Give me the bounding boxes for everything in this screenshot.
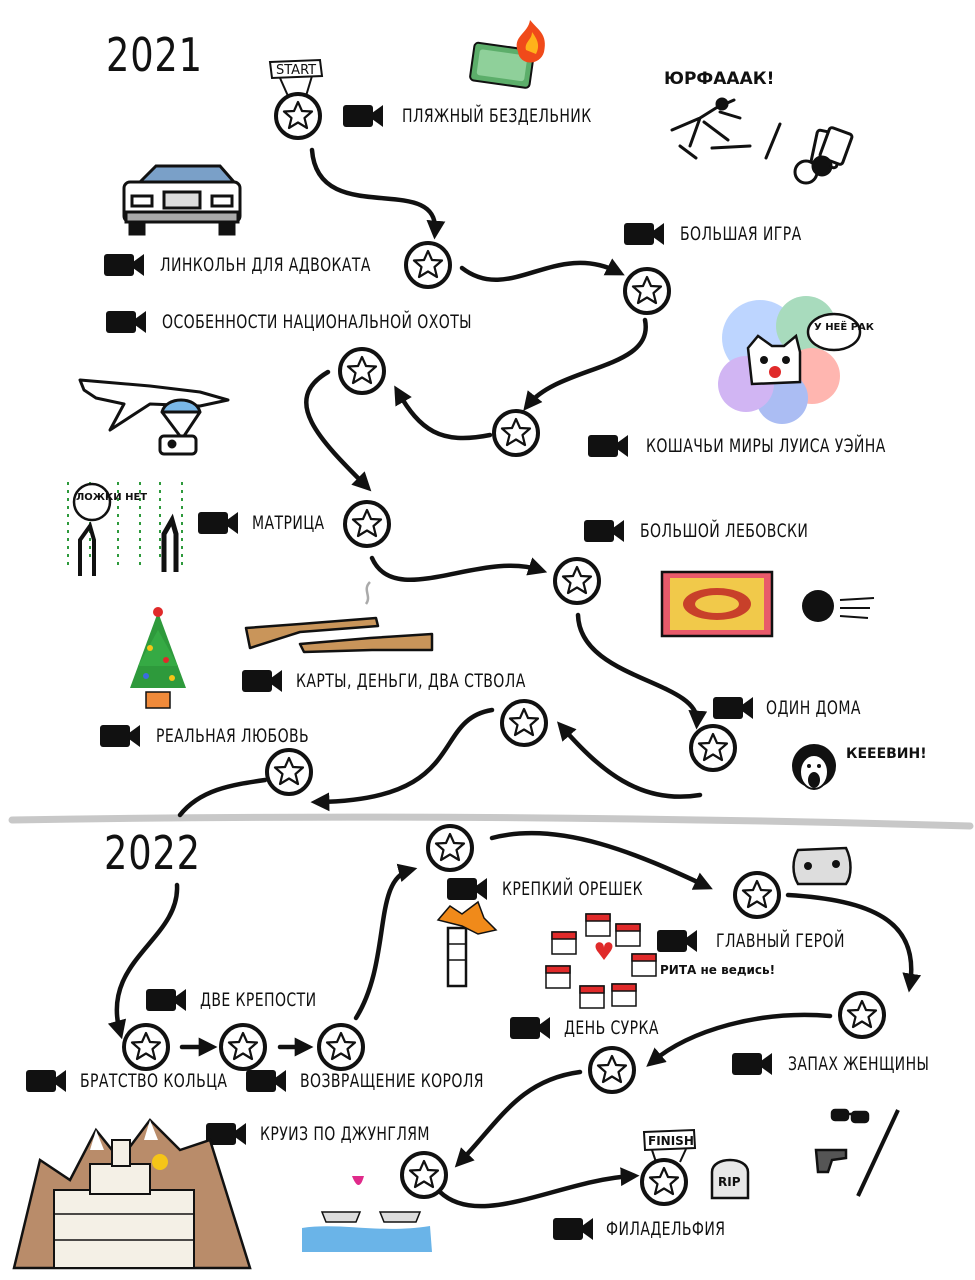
kevin-face-icon bbox=[792, 744, 836, 790]
shotguns-icon bbox=[244, 581, 434, 654]
cat-bubble-text: У НЕЁ РАК bbox=[814, 319, 875, 333]
movie-title: ВОЗВРАЩЕНИЕ КОРОЛЯ bbox=[300, 1070, 484, 1092]
kevin-text: КЕЕЕВИН! bbox=[846, 746, 927, 762]
movie-title: БРАТСТВО КОЛЬЦА bbox=[80, 1070, 228, 1092]
matrix-bubble-text: ЛОЖКИ НЕТ bbox=[76, 492, 147, 503]
node-lock-stock bbox=[500, 699, 548, 747]
movie-title: РЕАЛЬНАЯ ЛЮБОВЬ bbox=[156, 725, 310, 747]
movie-title: ДВЕ КРЕПОСТИ bbox=[200, 989, 317, 1011]
gamepad-icon bbox=[792, 846, 852, 886]
groundhog-calendar-loop-icon bbox=[545, 913, 657, 1009]
boats-river-icon bbox=[302, 1176, 432, 1252]
node-two-towers bbox=[219, 1023, 267, 1071]
matrix-scene-icon: ЛОЖКИ НЕТ bbox=[67, 482, 183, 576]
tower-explosion-icon bbox=[436, 900, 498, 988]
node-lebowski bbox=[553, 557, 601, 605]
finish-banner: FINISH bbox=[642, 1128, 697, 1163]
movie-title: ОДИН ДОМА bbox=[766, 697, 861, 719]
node-free-guy bbox=[733, 871, 781, 919]
jet-and-cow-icon bbox=[78, 378, 230, 456]
christmas-tree-icon bbox=[130, 607, 186, 709]
finish-text: FINISH bbox=[648, 1134, 694, 1148]
movie-title: ФИЛАДЕЛЬФИЯ bbox=[606, 1218, 726, 1240]
node-finish bbox=[640, 1158, 688, 1206]
node-scent-woman bbox=[838, 991, 886, 1039]
node-love-actually bbox=[265, 748, 313, 796]
movie-title: ГЛАВНЫЙ ГЕРОЙ bbox=[716, 930, 845, 952]
year-divider bbox=[8, 813, 974, 830]
burning-money-icon bbox=[469, 20, 545, 89]
node-big-game bbox=[623, 267, 671, 315]
movie-title: ЗАПАХ ЖЕНЩИНЫ bbox=[788, 1053, 930, 1075]
tombstone-icon: RIP bbox=[710, 1158, 750, 1200]
movie-title: МАТРИЦА bbox=[252, 512, 325, 534]
year-label-2022: 2022 bbox=[104, 826, 201, 880]
node-groundhog bbox=[588, 1046, 636, 1094]
node-fellowship bbox=[122, 1023, 170, 1071]
node-jungle-cruise bbox=[400, 1151, 448, 1199]
node-matrix bbox=[343, 500, 391, 548]
start-text: START bbox=[276, 63, 316, 78]
movie-title: ЛИНКОЛЬН ДЛЯ АДВОКАТА bbox=[160, 254, 371, 276]
year-label-2021: 2021 bbox=[106, 28, 203, 82]
node-return-king bbox=[317, 1023, 365, 1071]
yurfaaak-text: ЮРФАААК! bbox=[664, 69, 774, 89]
castle-mountains-icon bbox=[12, 1118, 252, 1270]
movie-title: КОШАЧЬИ МИРЫ ЛУИСА УЭЙНА bbox=[646, 435, 886, 457]
ski-and-casino-icon bbox=[670, 97, 854, 185]
node-start bbox=[274, 92, 322, 140]
movie-title: КАРТЫ, ДЕНЬГИ, ДВА СТВОЛА bbox=[296, 670, 526, 692]
movie-title: БОЛЬШАЯ ИГРА bbox=[680, 223, 802, 245]
movie-title: КРУИЗ ПО ДЖУНГЛЯМ bbox=[260, 1123, 430, 1145]
movie-title: ДЕНЬ СУРКА bbox=[564, 1017, 659, 1039]
lincoln-car-icon bbox=[122, 164, 242, 236]
rita-text: РИТА не ведись! bbox=[660, 963, 775, 977]
movie-title: ОСОБЕННОСТИ НАЦИОНАЛЬНОЙ ОХОТЫ bbox=[162, 311, 472, 333]
cat-face-icon: У НЕЁ РАК bbox=[746, 312, 875, 386]
rip-text: RIP bbox=[718, 1175, 741, 1189]
node-die-hard bbox=[426, 824, 474, 872]
sunglasses-gun-cane-icon bbox=[814, 1108, 900, 1197]
node-lincoln bbox=[404, 241, 452, 289]
movie-title: КРЕПКИЙ ОРЕШЕК bbox=[502, 878, 644, 900]
node-home-alone bbox=[689, 724, 737, 772]
movie-title: ПЛЯЖНЫЙ БЕЗДЕЛЬНИК bbox=[402, 105, 592, 127]
movie-title: БОЛЬШОЙ ЛЕБОВСКИ bbox=[640, 520, 809, 542]
start-banner: START bbox=[268, 58, 324, 97]
rug-and-bowling-icon bbox=[660, 570, 875, 638]
node-hunting bbox=[338, 347, 386, 395]
node-cats bbox=[492, 409, 540, 457]
path-arrows bbox=[107, 147, 922, 1209]
